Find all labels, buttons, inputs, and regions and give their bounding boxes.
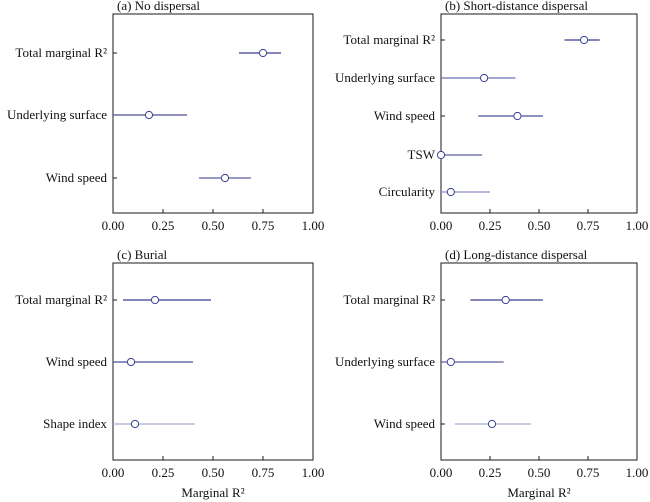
- category-label: Underlying surface: [7, 107, 107, 122]
- x-tick-label: 0.75: [252, 465, 275, 480]
- x-tick-label: 1.00: [302, 465, 325, 480]
- x-tick-label: 1.00: [626, 218, 649, 233]
- category-label: Circularity: [379, 184, 436, 199]
- chart-panel-c: (c) Burial 0.00 0.25 0.50 0.75 1.00 Marginal R…: [15, 247, 324, 500]
- point-estimate: [513, 111, 522, 121]
- category-label: Wind speed: [374, 416, 436, 431]
- plot-frame: [112, 13, 314, 214]
- x-tick-label: 0.00: [102, 465, 125, 480]
- x-tick-label: 0.25: [479, 465, 502, 480]
- point-estimate: [258, 48, 268, 58]
- category-label: Total marginal R²: [343, 32, 435, 47]
- chart-panel-d: (d) Long-distance dispersal 0.00 0.25 0.50 0…: [335, 247, 648, 500]
- point-estimate: [446, 357, 455, 367]
- category-label: Wind speed: [374, 108, 436, 123]
- category-label: Wind speed: [46, 170, 108, 185]
- point-estimate: [579, 35, 589, 45]
- panel-title: (b) Short-distance dispersal: [445, 0, 588, 13]
- plot-frame: [440, 13, 638, 214]
- point-estimate: [144, 110, 154, 120]
- category-label: Total marginal R²: [343, 292, 435, 307]
- point-estimate: [130, 419, 140, 429]
- x-tick-label: 0.00: [430, 465, 453, 480]
- point-estimate: [220, 173, 230, 183]
- point-estimate: [126, 357, 136, 367]
- x-tick-label: 0.25: [479, 218, 502, 233]
- category-label: Total marginal R²: [15, 292, 107, 307]
- point-estimate: [436, 150, 446, 160]
- panel-title: (c) Burial: [117, 247, 168, 262]
- chart-panel-a: (a) No dispersal 0.00 0.25 0.50 0.75 1.00 Tota…: [7, 0, 324, 233]
- point-estimate: [501, 295, 510, 305]
- point-estimate: [480, 73, 489, 83]
- x-tick-label: 0.50: [202, 465, 225, 480]
- point-estimate: [487, 419, 497, 429]
- x-tick-label: 1.00: [302, 218, 325, 233]
- category-label: Shape index: [43, 416, 107, 431]
- x-tick-label: 0.00: [430, 218, 453, 233]
- x-axis-label: Marginal R²: [181, 485, 244, 500]
- category-label: Wind speed: [46, 354, 108, 369]
- x-tick-label: 1.00: [626, 465, 649, 480]
- panel-title: (d) Long-distance dispersal: [445, 247, 588, 262]
- category-label: Underlying surface: [335, 70, 435, 85]
- category-label: Total marginal R²: [15, 45, 107, 60]
- x-tick-label: 0.75: [577, 465, 600, 480]
- point-estimate: [446, 187, 455, 197]
- x-tick-label: 0.25: [152, 465, 175, 480]
- x-tick-label: 0.50: [528, 218, 551, 233]
- x-tick-label: 0.25: [152, 218, 175, 233]
- chart-panel-b: (b) Short-distance dispersal 0.00 0.25 0.50…: [335, 0, 648, 233]
- category-label: TSW: [408, 147, 436, 162]
- point-estimate: [150, 295, 160, 305]
- x-tick-label: 0.75: [252, 218, 275, 233]
- x-axis-label: Marginal R²: [507, 485, 570, 500]
- category-label: Underlying surface: [335, 354, 435, 369]
- panel-title: (a) No dispersal: [117, 0, 200, 13]
- x-tick-label: 0.50: [528, 465, 551, 480]
- x-tick-label: 0.50: [202, 218, 225, 233]
- x-tick-label: 0.00: [102, 218, 125, 233]
- x-tick-label: 0.75: [577, 218, 600, 233]
